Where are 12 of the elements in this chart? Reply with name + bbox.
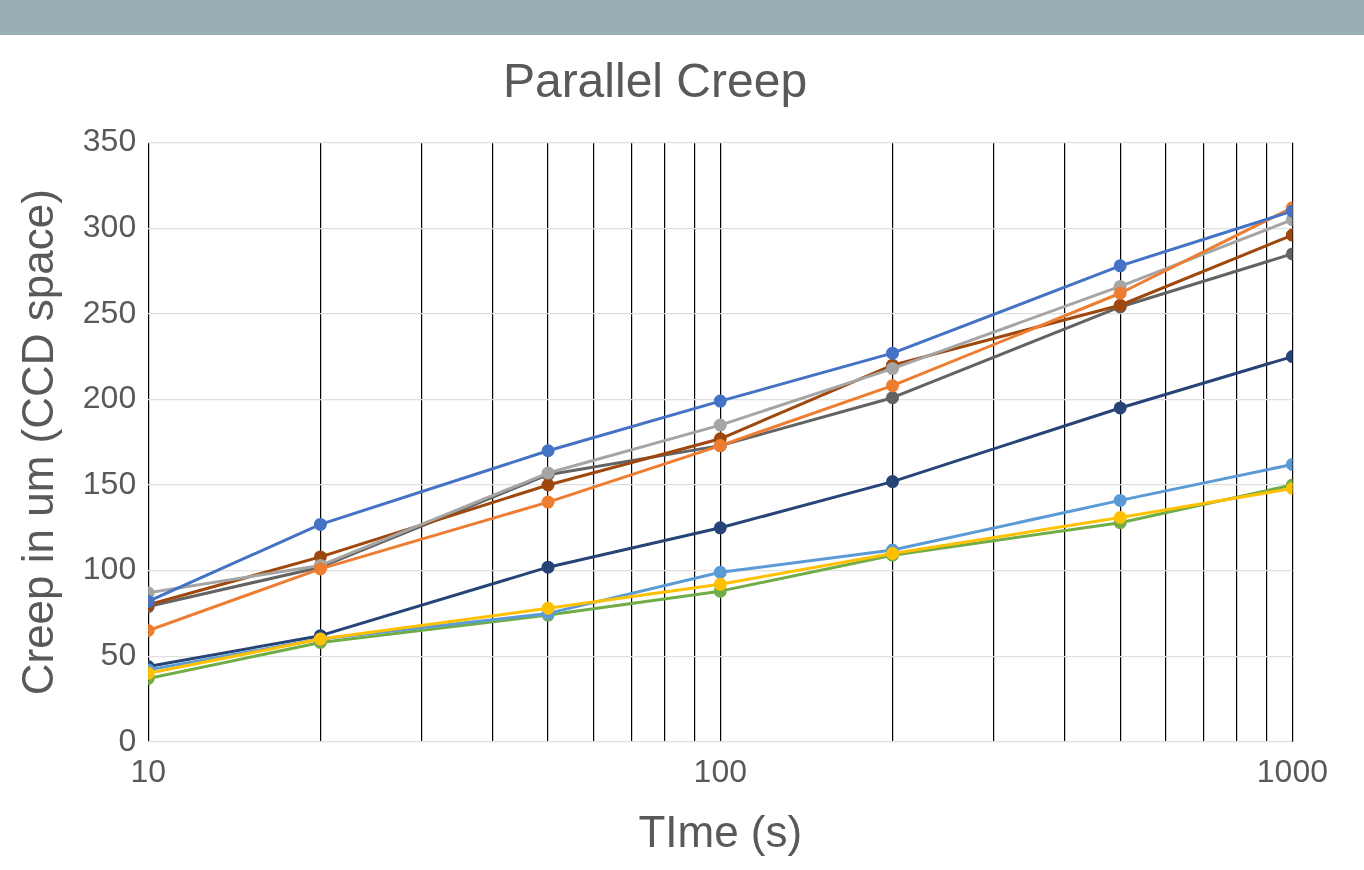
y-tick-label: 100 (82, 550, 137, 587)
y-tick-label: 150 (82, 464, 137, 501)
y-tick-label: 350 (82, 122, 137, 159)
chart-title: Parallel Creep (502, 54, 808, 108)
x-tick-label: 100 (693, 752, 747, 789)
y-tick-label: 200 (82, 379, 137, 416)
y-axis-title: Creep in um (CCD space) (12, 189, 62, 696)
x-axis-title: TIme (s) (638, 806, 803, 856)
y-tick-label: 250 (82, 293, 137, 330)
x-tick-label: 1000 (1256, 752, 1328, 789)
y-tick-label: 300 (82, 208, 137, 245)
y-tick-label: 50 (100, 636, 137, 673)
